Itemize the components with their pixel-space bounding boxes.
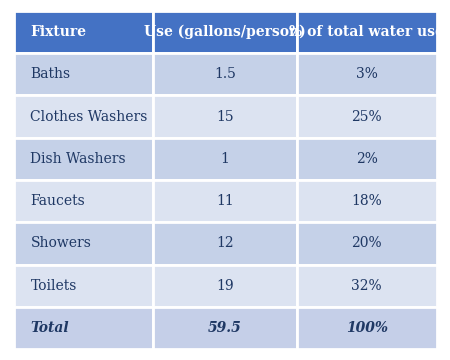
Text: Toilets: Toilets <box>31 279 77 293</box>
Text: Showers: Showers <box>31 237 91 251</box>
Bar <box>14 265 153 307</box>
Text: 1: 1 <box>220 152 230 166</box>
Text: 20%: 20% <box>351 237 382 251</box>
Bar <box>297 95 436 138</box>
Text: 59.5: 59.5 <box>208 321 242 335</box>
Bar <box>14 138 153 180</box>
Bar <box>14 95 153 138</box>
Text: 100%: 100% <box>346 321 388 335</box>
Text: Use (gallons/person): Use (gallons/person) <box>144 25 306 39</box>
Text: 15: 15 <box>216 109 234 123</box>
Bar <box>14 180 153 222</box>
Text: 12: 12 <box>216 237 234 251</box>
Text: Dish Washers: Dish Washers <box>31 152 126 166</box>
Bar <box>153 180 297 222</box>
Bar <box>14 53 153 95</box>
Bar <box>297 265 436 307</box>
Bar <box>297 53 436 95</box>
Bar <box>297 11 436 53</box>
Text: Total: Total <box>31 321 69 335</box>
Text: 25%: 25% <box>351 109 382 123</box>
Bar <box>14 222 153 265</box>
Text: Clothes Washers: Clothes Washers <box>31 109 148 123</box>
Text: 11: 11 <box>216 194 234 208</box>
Bar <box>297 180 436 222</box>
Bar <box>153 95 297 138</box>
Text: % of total water use: % of total water use <box>289 25 444 39</box>
Bar <box>153 307 297 349</box>
Text: 3%: 3% <box>356 67 378 81</box>
Bar <box>153 138 297 180</box>
Text: 18%: 18% <box>351 194 382 208</box>
Bar <box>297 222 436 265</box>
Text: 2%: 2% <box>356 152 378 166</box>
Bar <box>153 265 297 307</box>
Text: 19: 19 <box>216 279 234 293</box>
Text: 32%: 32% <box>351 279 382 293</box>
Text: 1.5: 1.5 <box>214 67 236 81</box>
Text: Baths: Baths <box>31 67 71 81</box>
Bar <box>153 222 297 265</box>
Bar <box>14 11 153 53</box>
Bar <box>153 53 297 95</box>
Bar <box>297 307 436 349</box>
Bar <box>297 138 436 180</box>
Bar <box>14 307 153 349</box>
Bar <box>153 11 297 53</box>
Text: Fixture: Fixture <box>31 25 86 39</box>
Text: Faucets: Faucets <box>31 194 85 208</box>
